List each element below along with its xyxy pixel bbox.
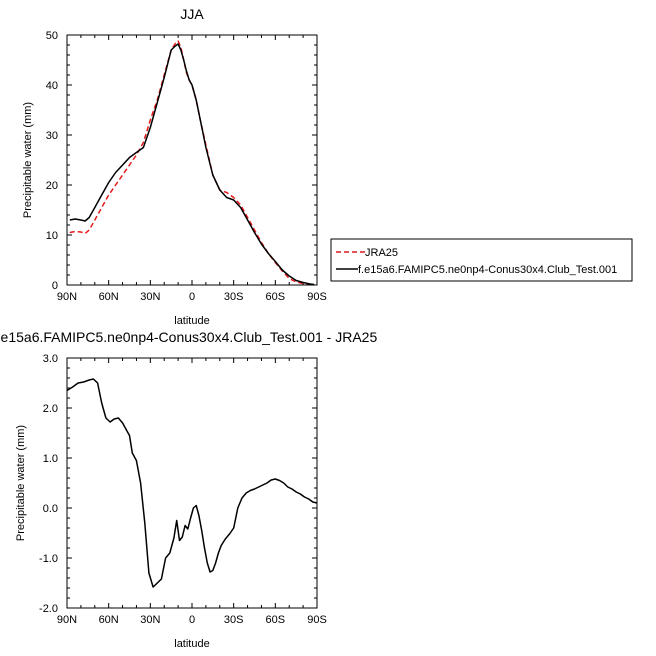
bottom-chart-xlabel: latitude [174, 638, 209, 650]
y-tick-label: 0 [52, 280, 58, 292]
legend-box [330, 238, 633, 282]
top-series-line-1 [69, 43, 315, 286]
top-chart-xlabel: latitude [174, 315, 209, 327]
y-tick-label: 40 [46, 80, 58, 92]
bottom-chart-ylabel: Precipitable water (mm) [15, 425, 27, 541]
y-tick-label: 2.0 [43, 403, 58, 415]
y-tick-label: 50 [46, 30, 58, 42]
bottom-series-line-0 [66, 378, 318, 588]
top-chart-frame [66, 34, 318, 286]
top-series-line-0 [69, 40, 315, 286]
y-tick-label: -2.0 [39, 603, 58, 615]
legend: JRA25 f.e15a6.FAMIPC5.ne0np4-Conus30x4.C… [330, 238, 633, 282]
x-tick-label: 90N [57, 614, 77, 626]
bottom-chart-lines [66, 378, 318, 588]
top-panel: JJA 90N 60N 30N 0 30S 60S 90S 0 10 20 30 40 50 latit… [22, 6, 633, 327]
bottom-chart-tick-labels: 90N 60N 30N 0 30S 60S 90S -2.0 -1.0 0.0 1.0 2.0 3.0 [39, 353, 327, 626]
top-chart-tick-labels: 90N 60N 30N 0 30S 60S 90S 0 10 20 30 40 50 [46, 30, 327, 303]
y-tick-label: -1.0 [39, 553, 58, 565]
x-tick-label: 30N [140, 614, 160, 626]
y-tick-label: 10 [46, 230, 58, 242]
x-tick-label: 90N [57, 291, 77, 303]
bottom-chart-title: f.e15a6.FAMIPC5.ne0np4-Conus30x4.Club_Te… [0, 329, 377, 345]
top-chart-lines [69, 40, 315, 286]
y-tick-label: 1.0 [43, 453, 58, 465]
x-tick-label: 90S [307, 291, 327, 303]
x-tick-label: 90S [307, 614, 327, 626]
x-tick-label: 60S [266, 291, 286, 303]
legend-label-model: f.e15a6.FAMIPC5.ne0np4-Conus30x4.Club_Te… [358, 264, 617, 276]
x-tick-label: 0 [189, 614, 195, 626]
bottom-chart-ticks [66, 357, 318, 609]
top-chart-ylabel: Precipitable water (mm) [22, 102, 34, 218]
top-chart-ticks [66, 34, 318, 286]
x-tick-label: 0 [189, 291, 195, 303]
x-tick-label: 30S [224, 291, 244, 303]
y-tick-label: 0.0 [43, 503, 58, 515]
y-tick-label: 30 [46, 130, 58, 142]
legend-label-jra25: JRA25 [365, 247, 398, 259]
x-tick-label: 30S [224, 614, 244, 626]
x-tick-label: 30N [140, 291, 160, 303]
x-tick-label: 60N [99, 291, 119, 303]
bottom-chart-frame [66, 357, 318, 609]
x-tick-label: 60N [99, 614, 119, 626]
y-tick-label: 20 [46, 180, 58, 192]
top-chart-title: JJA [180, 6, 204, 22]
bottom-panel: f.e15a6.FAMIPC5.ne0np4-Conus30x4.Club_Te… [0, 329, 377, 650]
x-tick-label: 60S [266, 614, 286, 626]
y-tick-label: 3.0 [43, 353, 58, 365]
